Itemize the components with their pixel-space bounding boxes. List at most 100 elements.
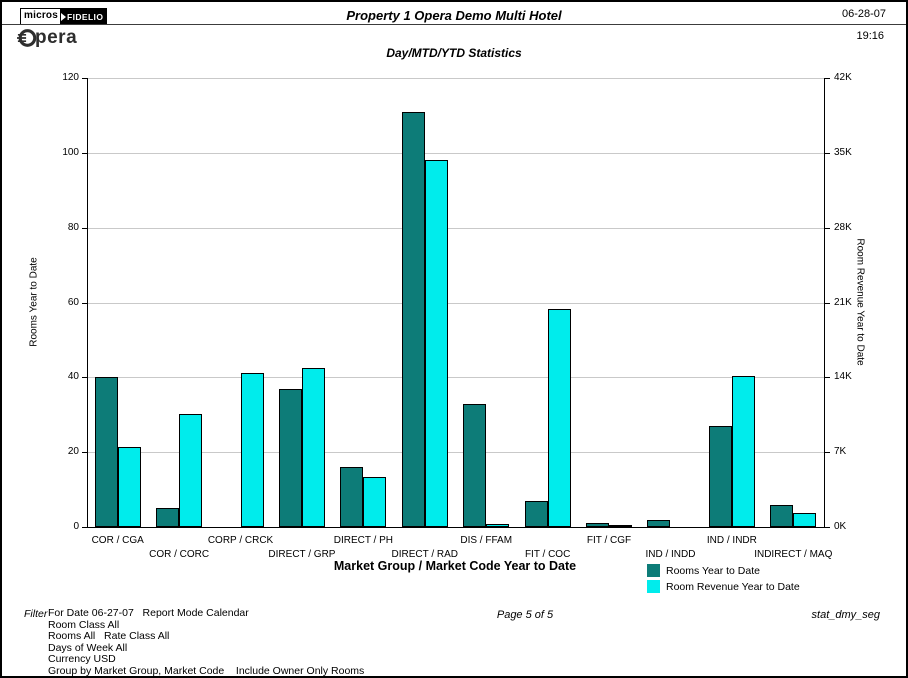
x-axis-line [87, 527, 825, 528]
legend-label-revenue: Room Revenue Year to Date [666, 580, 800, 593]
page-title: Property 1 Opera Demo Multi Hotel [346, 8, 562, 23]
right-tick-label: 7K [834, 446, 847, 458]
left-tick-mark [82, 452, 87, 454]
bar-rooms [463, 403, 487, 527]
bar-revenue [179, 413, 203, 527]
left-tick-mark [82, 527, 87, 528]
x-category-label: FIT / COC [524, 549, 571, 560]
bar-revenue [731, 376, 755, 527]
bar-revenue [240, 373, 264, 527]
right-tick-mark [825, 377, 830, 379]
gridline [87, 302, 824, 304]
opera-logo: pera [17, 27, 77, 49]
gridline [87, 78, 824, 79]
legend-swatch-rooms [647, 564, 660, 577]
bar-rooms [524, 500, 548, 527]
left-tick-label: 60 [67, 296, 79, 308]
right-tick-label: 21K [834, 296, 852, 308]
legend-label-rooms: Rooms Year to Date [666, 564, 760, 577]
x-category-label: IND / INDD [645, 549, 696, 560]
bar-revenue [547, 308, 571, 527]
bar-rooms [156, 508, 180, 527]
x-category-label: IND / INDR [706, 535, 757, 546]
x-category-label: DIRECT / GRP [268, 549, 336, 560]
bar-rooms [770, 504, 794, 527]
filter-line: Room Class All [48, 618, 120, 631]
bar-revenue [486, 524, 510, 527]
right-tick-label: 35K [834, 146, 852, 158]
left-tick-mark [82, 302, 87, 304]
gridline [87, 152, 824, 154]
left-tick-label: 100 [62, 146, 79, 158]
chart-legend: Rooms Year to Date Room Revenue Year to … [647, 564, 800, 596]
right-tick-mark [825, 527, 830, 528]
filter-lines: For Date 06-27-07 Report Mode Calendar Ro… [48, 607, 365, 677]
filter-line: Rooms All Rate Class All [48, 630, 170, 643]
fidelio-logo-text: FIDELIO [60, 9, 107, 24]
left-tick-mark [82, 152, 87, 154]
x-category-label: INDIRECT / MAQ [754, 549, 833, 560]
legend-item-revenue: Room Revenue Year to Date [647, 580, 800, 593]
x-category-label: DIRECT / RAD [391, 549, 459, 560]
gridline [87, 452, 824, 454]
bar-rooms [647, 519, 671, 527]
report-date: 06-28-07 [841, 8, 886, 20]
chart-title: Day/MTD/YTD Statistics [386, 46, 522, 60]
bar-revenue [117, 446, 141, 527]
filter-label: Filter [24, 608, 48, 620]
left-tick-label: 20 [67, 446, 79, 458]
bar-rooms [586, 523, 610, 527]
right-tick-mark [825, 452, 830, 454]
right-tick-mark [825, 227, 830, 229]
right-tick-mark [825, 78, 830, 79]
bar-revenue [424, 160, 448, 527]
header-divider [2, 24, 906, 25]
left-tick-label: 0 [73, 521, 79, 532]
x-category-label: CORP / CRCK [207, 535, 274, 546]
left-tick-label: 40 [67, 371, 79, 383]
bar-revenue [363, 476, 387, 527]
bar-rooms [401, 111, 425, 527]
micros-fidelio-logo: micros FIDELIO [20, 8, 108, 25]
filter-line: Group by Market Group, Market Code Inclu… [48, 664, 365, 677]
left-tick-mark [82, 227, 87, 229]
right-tick-label: 42K [834, 72, 852, 83]
left-tick-label: 120 [62, 72, 79, 83]
bar-revenue [301, 367, 325, 527]
gridline [87, 377, 824, 379]
left-axis-line [87, 78, 88, 527]
bar-rooms [340, 467, 364, 527]
bar-rooms [94, 377, 118, 527]
x-axis-title: Market Group / Market Code Year to Date [333, 559, 577, 573]
right-tick-mark [825, 152, 830, 154]
legend-swatch-revenue [647, 580, 660, 593]
bar-revenue [793, 513, 817, 527]
report-code: stat_dmy_seg [811, 609, 880, 621]
report-time: 19:16 [856, 30, 884, 42]
filter-line: Currency USD [48, 653, 116, 666]
legend-item-rooms: Rooms Year to Date [647, 564, 800, 577]
right-tick-label: 28K [834, 221, 852, 233]
bar-revenue [609, 525, 633, 528]
right-tick-label: 14K [834, 371, 852, 383]
opera-swirl-icon [17, 29, 37, 47]
left-tick-label: 80 [67, 221, 79, 233]
filter-line: Days of Week All [48, 641, 128, 654]
x-category-label: COR / CORC [149, 549, 210, 560]
filter-line: For Date 06-27-07 Report Mode Calendar [48, 607, 249, 619]
right-tick-mark [825, 302, 830, 304]
opera-logo-text: pera [35, 27, 78, 48]
gridline [87, 227, 824, 229]
right-tick-label: 0K [834, 521, 847, 532]
page-number: Page 5 of 5 [496, 609, 554, 621]
x-category-label: DIS / FFAM [460, 535, 513, 546]
right-axis-line [824, 78, 825, 527]
x-category-label: FIT / CGF [586, 535, 632, 546]
bar-rooms [708, 425, 732, 527]
x-category-label: DIRECT / PH [333, 535, 394, 546]
left-tick-mark [82, 78, 87, 79]
x-category-label: COR / CGA [91, 535, 144, 546]
left-tick-mark [82, 377, 87, 379]
bar-rooms [278, 388, 302, 527]
